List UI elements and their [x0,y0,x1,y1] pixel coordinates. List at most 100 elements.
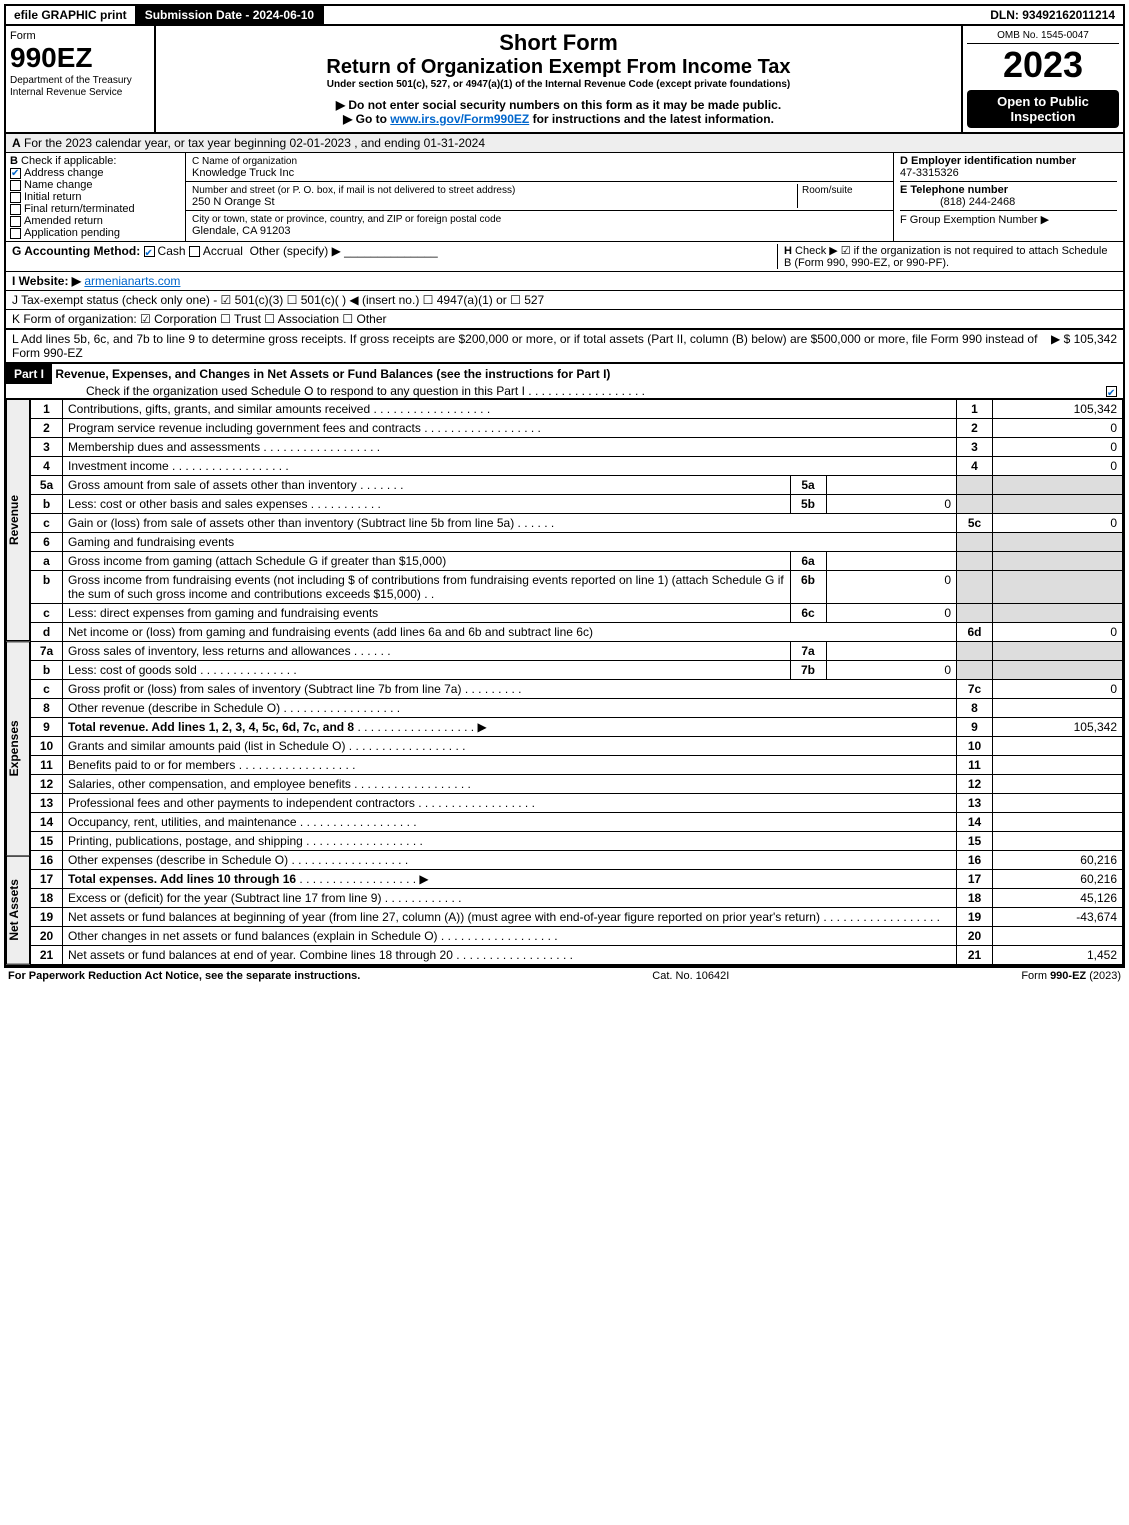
org-city: Glendale, CA 91203 [192,225,290,237]
line-20: 20Other changes in net assets or fund ba… [31,927,1123,946]
irs-link[interactable]: www.irs.gov/Form990EZ [390,112,529,126]
line-10: 10Grants and similar amounts paid (list … [31,737,1123,756]
line-6b: bGross income from fundraising events (n… [31,571,1123,604]
f-label: F Group Exemption Number ▶ [900,214,1049,226]
line-12: 12Salaries, other compensation, and empl… [31,775,1123,794]
line-h: H Check ▶ ☑ if the organization is not r… [777,244,1117,269]
h-label: H [784,245,792,257]
line-16: 16Other expenses (describe in Schedule O… [31,851,1123,870]
e-label: E Telephone number [900,184,1008,196]
part1-check: Check if the organization used Schedule … [6,384,525,398]
website[interactable]: armenianarts.com [84,274,180,288]
org-street: 250 N Orange St [192,196,275,208]
line-15: 15Printing, publications, postage, and s… [31,832,1123,851]
k-text: K Form of organization: ☑ Corporation ☐ … [12,312,387,326]
dln: DLN: 93492162011214 [982,6,1123,24]
h-text: Check ▶ ☑ if the organization is not req… [784,245,1107,269]
chk-initial[interactable] [10,192,21,203]
opt-address: Address change [24,167,104,179]
line-l: L Add lines 5b, 6c, and 7b to line 9 to … [4,330,1125,364]
room-label: Room/suite [802,185,853,196]
header-left: Form 990EZ Department of the Treasury In… [6,26,156,132]
col-de: D Employer identification number 47-3315… [893,153,1123,241]
line-8: 8Other revenue (describe in Schedule O)8 [31,699,1123,718]
line-2: 2Program service revenue including gover… [31,419,1123,438]
line-19: 19Net assets or fund balances at beginni… [31,908,1123,927]
part1-body: Revenue Expenses Net Assets 1Contributio… [4,399,1125,967]
bcdef-block: B Check if applicable: Address change Na… [4,153,1125,242]
c-name-label: C Name of organization [192,156,297,167]
form-number: 990EZ [10,42,93,73]
line-1: 1Contributions, gifts, grants, and simil… [31,400,1123,419]
line-i: I Website: ▶ armenianarts.com [4,272,1125,291]
line-14: 14Occupancy, rent, utilities, and mainte… [31,813,1123,832]
vlabel-revenue: Revenue [6,399,30,641]
page-footer: For Paperwork Reduction Act Notice, see … [4,967,1125,984]
g-cash: Cash [158,244,186,258]
submission-date: Submission Date - 2024-06-10 [137,6,324,24]
chk-final[interactable] [10,204,21,215]
chk-pending[interactable] [10,228,21,239]
chk-accrual[interactable] [189,246,200,257]
line-g: G Accounting Method: Cash Accrual Other … [12,244,777,269]
opt-initial: Initial return [24,191,81,203]
short-form-title: Short Form [164,30,953,56]
footer-mid: Cat. No. 10642I [652,970,729,982]
l-amount: ▶ $ 105,342 [1051,332,1117,360]
warn-link: ▶ Go to www.irs.gov/Form990EZ for instru… [164,112,953,126]
tax-year: 2023 [967,44,1119,86]
chk-amended[interactable] [10,216,21,227]
subtitle: Under section 501(c), 527, or 4947(a)(1)… [164,79,953,90]
part1-header: Part I Revenue, Expenses, and Changes in… [4,364,1125,399]
line-11: 11Benefits paid to or for members11 [31,756,1123,775]
dots [528,384,645,398]
line-gh: G Accounting Method: Cash Accrual Other … [4,242,1125,272]
line-18: 18Excess or (deficit) for the year (Subt… [31,889,1123,908]
c-city-label: City or town, state or province, country… [192,214,501,225]
line-6d: dNet income or (loss) from gaming and fu… [31,623,1123,642]
line-17: 17Total expenses. Add lines 10 through 1… [31,870,1123,889]
line-k: K Form of organization: ☑ Corporation ☐ … [4,310,1125,330]
line-7a: 7aGross sales of inventory, less returns… [31,642,1123,661]
form-word: Form [10,30,36,42]
line-5c: cGain or (loss) from sale of assets othe… [31,514,1123,533]
phone: (818) 244-2468 [900,196,1015,208]
footer-right: Form 990-EZ (2023) [1021,970,1121,982]
line-6: 6Gaming and fundraising events [31,533,1123,552]
i-label: I Website: ▶ [12,274,81,288]
g-label: G Accounting Method: [12,244,140,258]
vlabel-netassets: Net Assets [6,856,30,965]
opt-final: Final return/terminated [24,203,135,215]
ein: 47-3315326 [900,167,959,179]
line-a-text: For the 2023 calendar year, or tax year … [24,136,485,150]
g-accrual: Accrual [203,244,243,258]
vlabel-expenses: Expenses [6,641,30,856]
line-13: 13Professional fees and other payments t… [31,794,1123,813]
opt-pending: Application pending [24,227,120,239]
col-c: C Name of organization Knowledge Truck I… [186,153,893,241]
part1-label: Part I [6,364,52,384]
line-21: 21Net assets or fund balances at end of … [31,946,1123,965]
d-label: D Employer identification number [900,155,1076,167]
line-6a: aGross income from gaming (attach Schedu… [31,552,1123,571]
dept: Department of the Treasury Internal Reve… [10,75,132,98]
top-bar: efile GRAPHIC print Submission Date - 20… [4,4,1125,26]
lines-table: 1Contributions, gifts, grants, and simil… [30,399,1123,965]
chk-part1-scho[interactable] [1106,386,1117,397]
footer-left: For Paperwork Reduction Act Notice, see … [8,970,360,982]
chk-cash[interactable] [144,246,155,257]
line-4: 4Investment income40 [31,457,1123,476]
line-5a: 5aGross amount from sale of assets other… [31,476,1123,495]
l-text: L Add lines 5b, 6c, and 7b to line 9 to … [12,332,1051,360]
c-street-label: Number and street (or P. O. box, if mail… [192,185,515,196]
header-mid: Short Form Return of Organization Exempt… [156,26,963,132]
j-text: J Tax-exempt status (check only one) - ☑… [12,293,544,307]
opt-name: Name change [24,179,93,191]
chk-name-change[interactable] [10,180,21,191]
open-inspection: Open to Public Inspection [967,90,1119,128]
line-9: 9Total revenue. Add lines 1, 2, 3, 4, 5c… [31,718,1123,737]
main-title: Return of Organization Exempt From Incom… [164,56,953,79]
g-other: Other (specify) ▶ [250,244,341,258]
chk-address-change[interactable] [10,168,21,179]
efile-print[interactable]: efile GRAPHIC print [6,6,137,24]
